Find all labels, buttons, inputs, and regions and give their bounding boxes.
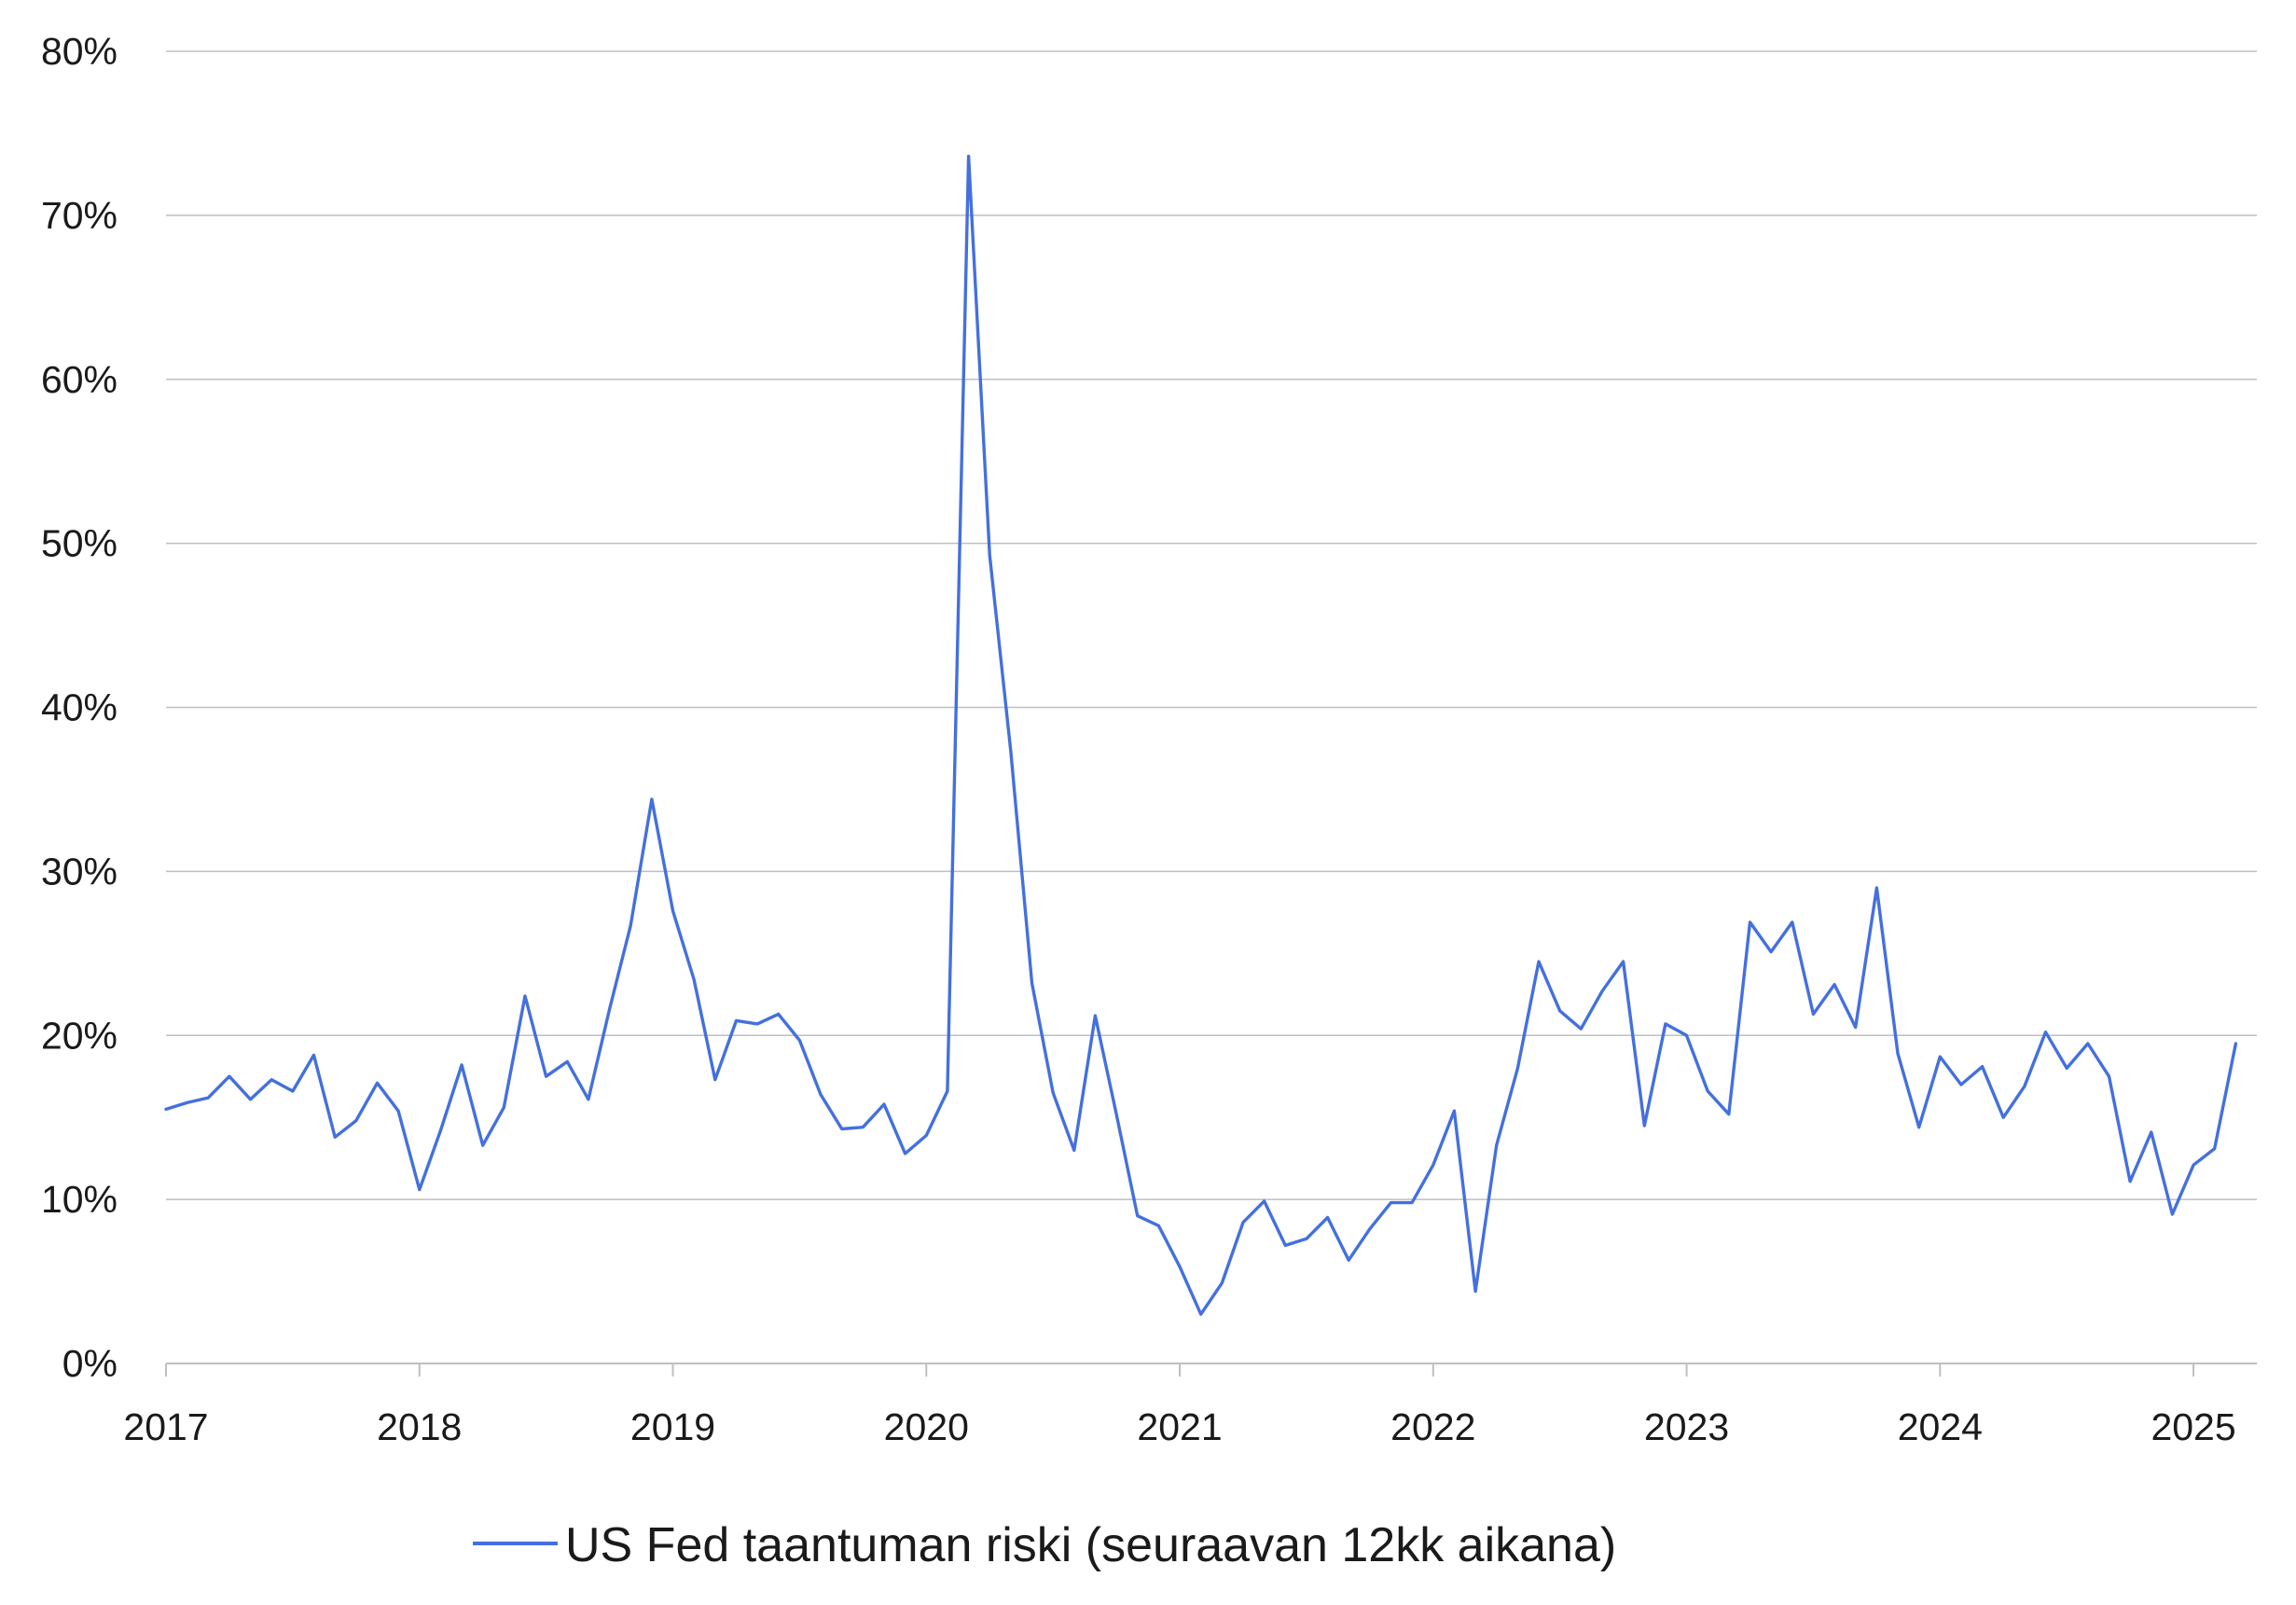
y-tick-label: 50% — [41, 522, 118, 565]
y-tick-label: 70% — [41, 194, 118, 237]
x-tick-label: 2022 — [1390, 1405, 1475, 1448]
x-axis-tick-labels: 2017 2018 2019 2020 2021 2022 2023 2024 2025 — [123, 1405, 2235, 1448]
x-tick-label: 2018 — [377, 1405, 462, 1448]
x-tick-label: 2019 — [630, 1405, 715, 1448]
y-tick-label: 0% — [62, 1342, 118, 1385]
series-line — [164, 154, 2238, 1316]
y-tick-label: 20% — [41, 1014, 118, 1057]
gridlines — [166, 50, 2257, 1200]
x-tick-label: 2017 — [123, 1405, 208, 1448]
y-tick-label: 80% — [41, 30, 118, 73]
y-axis-tick-labels: 0% 10% 20% 30% 40% 50% 60% 70% 80% — [41, 30, 118, 1385]
x-tick-label: 2021 — [1137, 1405, 1222, 1448]
series-layer — [164, 154, 2238, 1316]
y-tick-label: 60% — [41, 358, 118, 401]
y-tick-label: 30% — [41, 850, 118, 892]
legend: US Fed taantuman riski (seuraavan 12kk a… — [473, 1518, 1616, 1572]
y-tick-label: 10% — [41, 1178, 118, 1221]
x-tick-label: 2025 — [2151, 1405, 2235, 1448]
x-tick-label: 2023 — [1644, 1405, 1729, 1448]
legend-label: US Fed taantuman riski (seuraavan 12kk a… — [565, 1518, 1616, 1572]
x-axis — [165, 1363, 2257, 1377]
x-tick-label: 2024 — [1898, 1405, 1983, 1448]
y-tick-label: 40% — [41, 686, 118, 729]
x-tick-label: 2020 — [884, 1405, 969, 1448]
